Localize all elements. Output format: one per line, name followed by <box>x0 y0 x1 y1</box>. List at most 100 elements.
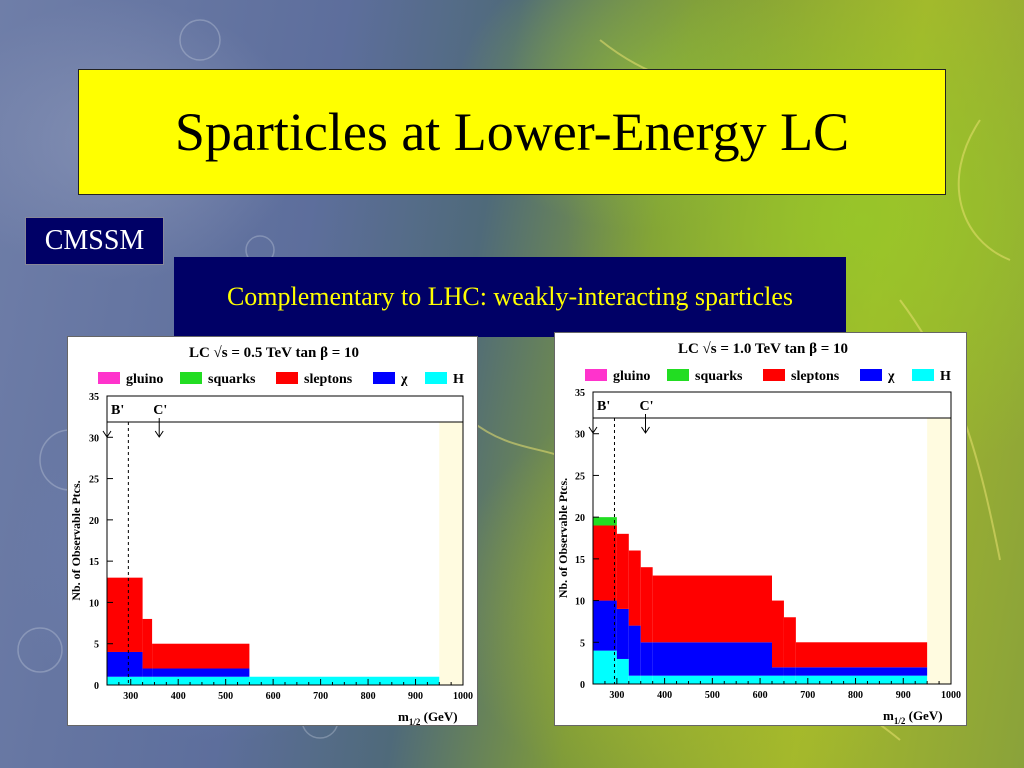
bar-chi-0 <box>593 600 617 651</box>
x-tick-label-3: 600 <box>753 690 768 701</box>
x-tick-label-5: 800 <box>848 690 863 701</box>
x-tick-label-3: 600 <box>266 691 281 702</box>
bar-sleptons-0 <box>107 577 143 652</box>
legend-swatch-gluino <box>585 369 607 381</box>
x-tick-label-7: 1000 <box>941 690 961 701</box>
legend-label-gluino: gluino <box>126 372 163 387</box>
marker-arrowhead-1 <box>641 426 650 434</box>
excluded-region <box>927 418 951 684</box>
bar-sleptons-2 <box>628 550 641 626</box>
bar-H-5 <box>772 675 784 684</box>
y-tick-label-7: 35 <box>89 392 99 403</box>
x-tick-label-6: 900 <box>408 691 423 702</box>
legend-swatch-gluino <box>98 372 120 384</box>
x-axis-label-sub: 1/2 <box>894 716 906 726</box>
y-axis-label: Nb. of Observable Ptcs. <box>556 478 570 598</box>
legend-swatch-H <box>425 372 447 384</box>
legend-swatch-sleptons <box>276 372 298 384</box>
chart-title: LC √s = 1.0 TeV tan β = 10 <box>678 341 848 357</box>
x-tick-label-0: 300 <box>609 690 624 701</box>
marker-arrowhead-0 <box>588 426 598 434</box>
x-tick-label-2: 500 <box>218 691 233 702</box>
marker-label-1: C' <box>153 403 167 418</box>
bar-chi-1 <box>616 608 629 659</box>
legend-label-chi: χ <box>400 372 408 387</box>
legend-label-H: H <box>453 372 464 387</box>
chart-panel-05tev: LC √s = 0.5 TeV tan β = 10 gluino squarks s… <box>67 336 478 727</box>
x-tick-label-5: 800 <box>361 691 376 702</box>
y-tick-label-0: 0 <box>94 681 99 692</box>
y-tick-label-2: 10 <box>89 598 99 609</box>
title-box: Sparticles at Lower-Energy LC <box>78 69 946 195</box>
bar-chi-2 <box>152 668 250 677</box>
bar-H-3 <box>640 675 653 684</box>
x-tick-label-0: 300 <box>123 691 138 702</box>
x-axis-label: m1/2 (GeV) <box>398 709 458 727</box>
y-tick-label-3: 15 <box>575 555 585 566</box>
y-tick-label-4: 20 <box>89 516 99 527</box>
bar-sleptons-1 <box>142 618 153 669</box>
y-tick-label-5: 25 <box>89 475 99 486</box>
excluded-region <box>439 422 463 685</box>
x-tick-label-4: 700 <box>313 691 328 702</box>
chart-panel-10tev: LC √s = 1.0 TeV tan β = 10 gluino squarks s… <box>554 332 967 726</box>
bar-H-1 <box>616 658 629 684</box>
legend-label-squarks: squarks <box>208 372 256 387</box>
bar-sleptons-3 <box>640 567 653 643</box>
x-tick-label-4: 700 <box>800 690 815 701</box>
bar-H-0 <box>107 676 143 685</box>
legend-swatch-H <box>912 369 934 381</box>
legend-label-squarks: squarks <box>695 369 743 384</box>
legend-swatch-chi <box>373 372 395 384</box>
bar-chi-3 <box>640 642 653 676</box>
chart-05tev: LC √s = 0.5 TeV tan β = 10 gluino squarks s… <box>69 345 473 727</box>
legend-label-gluino: gluino <box>613 369 650 384</box>
chart-title: LC √s = 0.5 TeV tan β = 10 <box>189 345 359 361</box>
y-tick-label-0: 0 <box>580 680 585 691</box>
bar-H-0 <box>593 650 617 684</box>
bar-chi-6 <box>783 667 796 676</box>
bar-sleptons-0 <box>593 525 617 601</box>
x-axis-label-unit: (GeV) <box>905 708 942 723</box>
bar-H-6 <box>783 675 796 684</box>
bar-chi-1 <box>142 668 153 677</box>
bar-H-7 <box>795 675 928 684</box>
y-tick-label-2: 10 <box>575 597 585 608</box>
bar-H-3 <box>249 676 440 685</box>
legend-swatch-sleptons <box>763 369 785 381</box>
y-tick-label-3: 15 <box>89 557 99 568</box>
y-tick-label-6: 30 <box>575 430 585 441</box>
bar-sleptons-1 <box>616 533 629 609</box>
legend-label-H: H <box>940 369 951 384</box>
subtitle-box: Complementary to LHC: weakly-interacting… <box>174 257 846 337</box>
bar-H-1 <box>142 676 153 685</box>
bar-H-2 <box>152 676 250 685</box>
bar-H-2 <box>628 675 641 684</box>
y-tick-label-1: 5 <box>580 638 585 649</box>
x-tick-label-2: 500 <box>705 690 720 701</box>
chart-10tev: LC √s = 1.0 TeV tan β = 10 gluino squarks s… <box>556 341 961 726</box>
x-tick-label-7: 1000 <box>453 691 473 702</box>
bar-chi-5 <box>772 667 784 676</box>
slide-title: Sparticles at Lower-Energy LC <box>174 102 850 162</box>
plot-frame <box>106 395 464 686</box>
y-tick-label-5: 25 <box>575 471 585 482</box>
bar-chi-0 <box>107 651 143 677</box>
legend-label-sleptons: sleptons <box>304 372 353 387</box>
y-tick-label-7: 35 <box>575 388 585 399</box>
x-axis-label: m1/2 (GeV) <box>883 708 943 726</box>
x-tick-label-6: 900 <box>896 690 911 701</box>
y-tick-label-6: 30 <box>89 433 99 444</box>
x-axis-label-sub: 1/2 <box>409 717 421 727</box>
y-tick-label-4: 20 <box>575 513 585 524</box>
x-axis-label-main: m <box>883 708 894 723</box>
marker-label-0: B' <box>111 403 124 418</box>
legend-label-sleptons: sleptons <box>791 369 840 384</box>
legend-swatch-chi <box>860 369 882 381</box>
x-tick-label-1: 400 <box>657 690 672 701</box>
bar-squarks-0 <box>593 517 617 526</box>
legend-swatch-squarks <box>180 372 202 384</box>
y-axis-label: Nb. of Observable Ptcs. <box>69 480 83 600</box>
x-tick-label-1: 400 <box>171 691 186 702</box>
cmssm-tag: CMSSM <box>25 217 164 265</box>
